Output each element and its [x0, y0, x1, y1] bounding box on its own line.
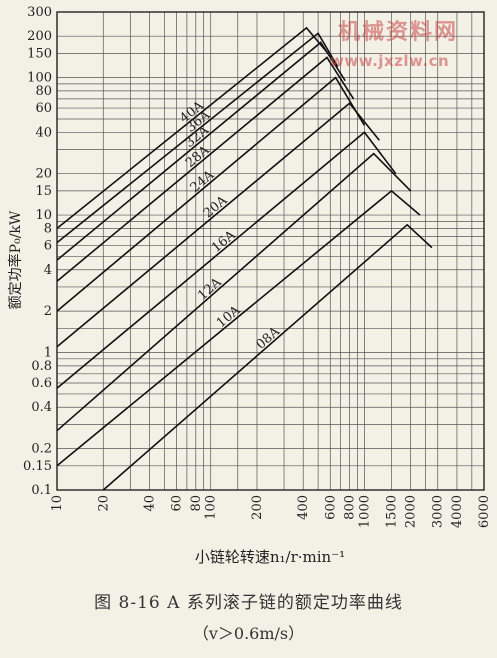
series-line-28a [56, 56, 355, 282]
chart-curves [56, 26, 433, 491]
y-tick-label: 80 [35, 84, 52, 99]
x-tick-label: 4000 [450, 495, 465, 528]
series-line-08a [102, 223, 433, 491]
y-tick-label: 20 [35, 167, 52, 182]
y-tick-label: 0.8 [31, 359, 52, 374]
x-tick-label: 800 [343, 495, 358, 520]
series-line-20a [56, 102, 380, 348]
y-tick-label: 300 [27, 5, 52, 20]
x-tick-label: 3000 [431, 495, 446, 528]
x-tick-label: 400 [296, 495, 311, 520]
x-tick-label: 1500 [384, 495, 399, 528]
y-tick-label: 150 [27, 46, 52, 61]
y-tick-label: 0.2 [31, 442, 52, 457]
x-tick-label: 6000 [477, 495, 492, 528]
watermark-url: www.jxzlw.cn [330, 52, 450, 70]
y-axis-title: 额定功率P₀/kW [7, 210, 24, 309]
figure-caption: 图 8-16 A 系列滚子链的额定功率曲线 [94, 593, 403, 613]
series-line-10a [56, 189, 421, 467]
y-tick-label: 1 [44, 346, 52, 361]
x-tick-label: 1000 [357, 495, 372, 528]
series-line-16a [56, 131, 397, 389]
x-tick-labels: 10 20 40 60 80 100 200 400 600 800 1000 1500 2000 300… [50, 495, 492, 528]
x-tick-label: 10 [50, 495, 65, 512]
x-tick-label: 600 [323, 495, 338, 520]
series-label-16a: 16A [209, 227, 239, 256]
series-label-24a: 24A [188, 167, 218, 196]
series-line-32a [56, 41, 346, 261]
series-label-20a: 20A [201, 193, 231, 222]
series-label-12a: 12A [195, 275, 225, 304]
x-tick-label: 80 [189, 495, 204, 512]
series-line-12a [56, 152, 412, 432]
x-tick-label: 100 [204, 495, 219, 520]
series-line-24a [56, 76, 366, 312]
y-tick-label: 10 [35, 208, 52, 223]
series-line-36a [56, 32, 339, 244]
series-label-10a: 10A [214, 303, 244, 331]
y-tick-label: 6 [44, 239, 52, 254]
y-tick-label: 60 [35, 101, 52, 116]
y-tick-label: 0.1 [31, 483, 52, 498]
series-line-40a [56, 26, 329, 230]
y-tick-label: 4 [44, 263, 52, 278]
y-tick-label: 40 [35, 125, 52, 140]
y-tick-label: 0.15 [23, 459, 52, 474]
figure-note: （v＞0.6m/s） [192, 624, 305, 643]
y-tick-label: 15 [35, 184, 52, 199]
x-tick-label: 40 [143, 495, 158, 512]
x-tick-label: 60 [170, 495, 185, 512]
y-tick-label: 100 [27, 71, 52, 86]
plot-frame [56, 11, 485, 491]
y-tick-label: 0.4 [31, 400, 52, 415]
y-tick-label: 200 [27, 29, 52, 44]
watermark-text: 机械资料网 [338, 20, 459, 45]
x-tick-label: 20 [96, 495, 111, 512]
y-tick-label: 0.6 [31, 376, 52, 391]
x-axis-title: 小链轮转速n₁/r·min⁻¹ [195, 548, 345, 566]
x-tick-label: 200 [250, 495, 265, 520]
y-tick-label: 8 [44, 221, 52, 236]
y-tick-label: 2 [44, 304, 52, 319]
x-tick-label: 2000 [404, 495, 419, 528]
